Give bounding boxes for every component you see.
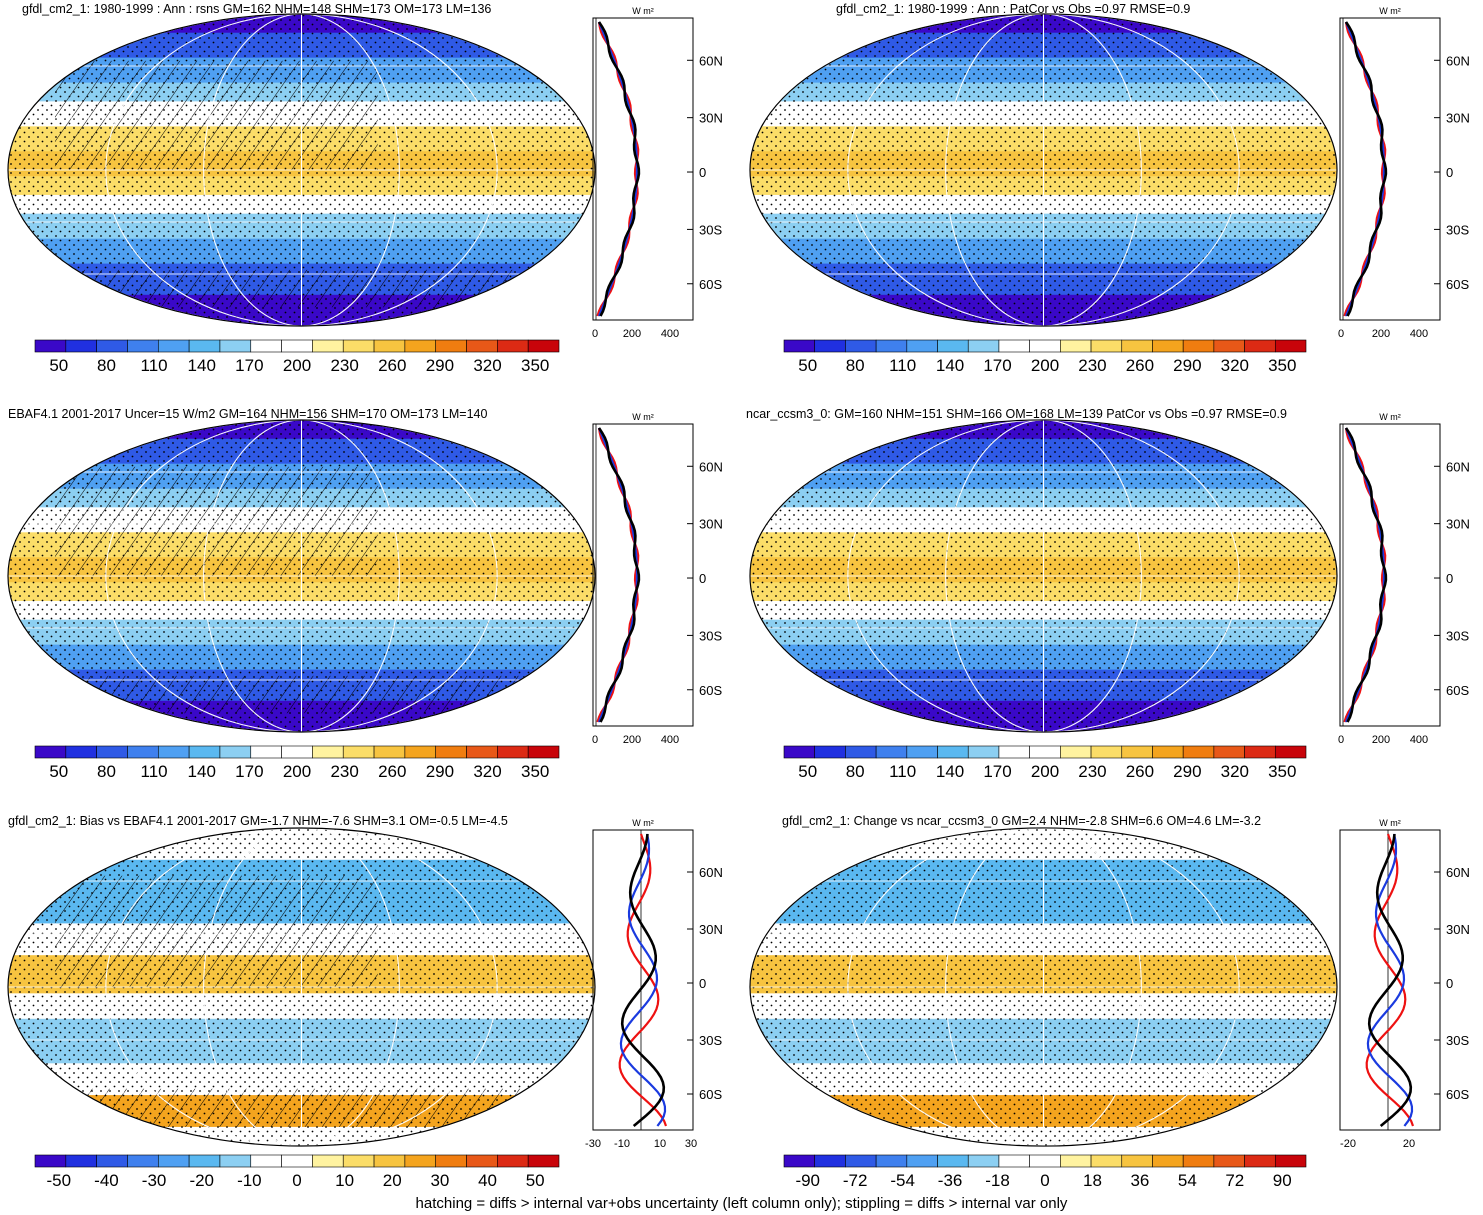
panel-6: gfdl_cm2_1: Change vs ncar_ccsm3_0 GM=2.… xyxy=(742,812,1482,1212)
panel-2: gfdl_cm2_1: 1980-1999 : Ann : PatCor vs … xyxy=(742,0,1482,400)
panel-title: gfdl_cm2_1: Bias vs EBAF4.1 2001-2017 GM… xyxy=(8,814,508,828)
panel-title: gfdl_cm2_1: 1980-1999 : Ann : rsns GM=16… xyxy=(22,2,492,16)
panel-4: ncar_ccsm3_0: GM=160 NHM=151 SHM=166 OM=… xyxy=(742,405,1482,805)
panel-1: gfdl_cm2_1: 1980-1999 : Ann : rsns GM=16… xyxy=(0,0,740,400)
panel-5: gfdl_cm2_1: Bias vs EBAF4.1 2001-2017 GM… xyxy=(0,812,740,1212)
panel-3: EBAF4.1 2001-2017 Uncer=15 W/m2 GM=164 N… xyxy=(0,405,740,805)
footer-note: hatching = diffs > internal var+obs unce… xyxy=(415,1195,1068,1212)
panel-title: EBAF4.1 2001-2017 Uncer=15 W/m2 GM=164 N… xyxy=(8,407,488,421)
panel-title: gfdl_cm2_1: Change vs ncar_ccsm3_0 GM=2.… xyxy=(782,814,1262,828)
panel-title: gfdl_cm2_1: 1980-1999 : Ann : PatCor vs … xyxy=(836,2,1191,16)
panel-title: ncar_ccsm3_0: GM=160 NHM=151 SHM=166 OM=… xyxy=(746,407,1287,421)
